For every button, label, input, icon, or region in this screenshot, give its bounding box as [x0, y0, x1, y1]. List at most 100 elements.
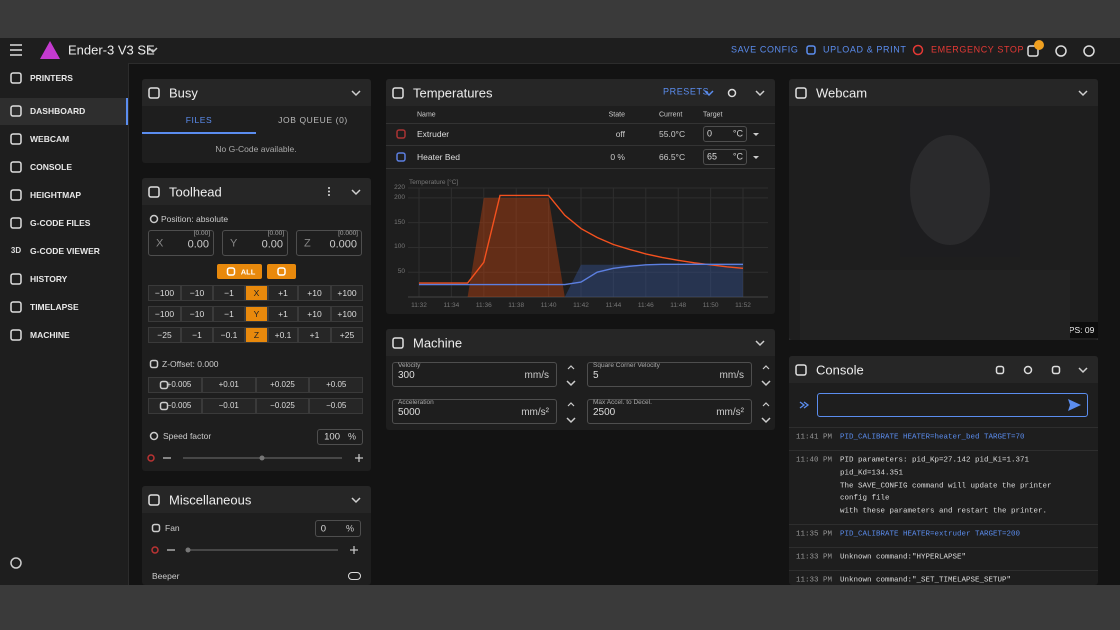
z-button[interactable]	[255, 398, 310, 414]
axis-field[interactable]	[148, 230, 214, 256]
jog-button[interactable]	[181, 285, 213, 301]
console-input[interactable]	[817, 393, 1088, 417]
y-tick-label: 220	[394, 183, 405, 191]
toolhead-card-header	[142, 178, 371, 205]
console-rule	[789, 427, 1098, 428]
speed-input[interactable]	[317, 429, 363, 445]
jog-label: +1	[309, 329, 320, 340]
axis-max: [0.00]	[267, 229, 284, 237]
fan-input[interactable]	[315, 520, 361, 537]
z-button[interactable]	[201, 377, 256, 393]
axis-field[interactable]	[296, 230, 362, 256]
console-line: PID_CALIBRATE HEATER=heater_bed TARGET=7…	[840, 433, 1025, 442]
z-offset: Z-Offset: 0.000	[162, 358, 219, 369]
jog-button[interactable]	[148, 306, 181, 322]
jog-button[interactable]	[268, 327, 298, 343]
y-tick-label: 100	[394, 243, 405, 251]
save-config[interactable]: SAVE CONFIG	[731, 44, 799, 55]
jog-label: −25	[157, 329, 172, 340]
jog-button[interactable]	[298, 306, 331, 322]
machine-field[interactable]	[392, 362, 557, 387]
console-time: 11:33 PM	[796, 553, 833, 562]
machine-field[interactable]	[587, 399, 752, 424]
jog-button[interactable]	[298, 285, 331, 301]
nav-item[interactable]: HISTORY	[30, 273, 68, 284]
jog-button[interactable]	[148, 285, 181, 301]
jog-label: −10	[189, 287, 205, 298]
speed-value: 100	[324, 431, 340, 443]
jog-button[interactable]	[213, 306, 245, 322]
jog-button[interactable]	[245, 306, 268, 322]
jog-button[interactable]	[331, 285, 363, 301]
target-input[interactable]	[703, 126, 747, 142]
target-value: 65	[707, 151, 718, 162]
x-tick-label: 11:50	[702, 301, 719, 309]
jog-button[interactable]	[331, 306, 363, 322]
x-tick-label: 11:38	[508, 301, 525, 309]
emergency-stop[interactable]: EMERGENCY STOP	[931, 44, 1025, 55]
target-value: 0	[707, 128, 713, 139]
jog-label: +10	[307, 287, 322, 298]
nav-item[interactable]: PRINTERS	[30, 72, 73, 83]
upload-print[interactable]: UPLOAD & PRINT	[823, 44, 907, 55]
nav-item[interactable]: WEBCAM	[30, 133, 70, 144]
jog-button[interactable]	[148, 327, 181, 343]
misc-card-header	[142, 486, 371, 513]
field-unit: mm/s	[719, 370, 744, 381]
jog-label: +100	[337, 308, 357, 319]
app-bar	[0, 38, 1120, 64]
console-line: PID parameters: pid_Kp=27.142 pid_Ki=1.3…	[840, 456, 1030, 465]
tab[interactable]: JOB QUEUE (0)	[278, 114, 348, 125]
console-line: with these parameters and restart the pr…	[840, 507, 1048, 516]
z-label: +0.05	[326, 380, 347, 389]
motors-off-button[interactable]	[267, 264, 296, 279]
nav-item[interactable]: G-CODE VIEWER	[30, 245, 100, 256]
axis-field[interactable]	[222, 230, 288, 256]
machine-field[interactable]	[392, 399, 557, 424]
heater-current: 66.5°C	[659, 151, 686, 162]
jog-button[interactable]	[298, 327, 331, 343]
field-label: Acceleration	[398, 398, 434, 406]
console-time: 11:41 PM	[796, 433, 833, 442]
jog-button[interactable]	[268, 285, 298, 301]
machine-field[interactable]	[587, 362, 752, 387]
heater-state: off	[615, 128, 625, 139]
jog-label: −1	[224, 308, 234, 319]
beeper-toggle[interactable]	[348, 572, 361, 580]
jog-button[interactable]	[245, 285, 268, 301]
nav-item[interactable]: CONSOLE	[30, 161, 73, 172]
target-input[interactable]	[703, 149, 747, 165]
nav-item[interactable]: MACHINE	[30, 329, 70, 340]
nav-item[interactable]: TIMELAPSE	[30, 301, 79, 312]
jog-button[interactable]	[331, 327, 363, 343]
jog-button[interactable]	[181, 327, 213, 343]
z-button[interactable]	[255, 377, 310, 393]
jog-label: −1	[224, 287, 234, 298]
jog-button[interactable]	[181, 306, 213, 322]
nav-item[interactable]: G-CODE FILES	[30, 217, 91, 228]
axis-label: Z	[304, 237, 311, 250]
z-button[interactable]	[309, 398, 363, 414]
console-line: PID_CALIBRATE HEATER=extruder TARGET=200	[840, 530, 1021, 539]
heater-state: 0 %	[610, 151, 625, 162]
presets[interactable]: PRESETS	[663, 86, 710, 97]
jog-button[interactable]	[245, 327, 268, 343]
card-title: Busy	[169, 85, 198, 101]
nav-item[interactable]: HEIGHTMAP	[30, 189, 81, 200]
tab[interactable]: FILES	[185, 114, 213, 125]
nav-item[interactable]: DASHBOARD	[30, 105, 86, 116]
console-time: 11:40 PM	[796, 456, 833, 465]
axis-value: 0.00	[261, 238, 283, 251]
printer-name[interactable]: Ender-3 V3 SE	[68, 42, 155, 58]
z-label: −0.005	[166, 401, 192, 410]
field-unit: mm/s²	[716, 407, 744, 418]
card-title: Miscellaneous	[169, 492, 252, 508]
jog-button[interactable]	[213, 327, 245, 343]
beeper-label: Beeper	[152, 570, 180, 581]
z-button[interactable]	[309, 377, 363, 393]
jog-button[interactable]	[213, 285, 245, 301]
card-title: Webcam	[816, 85, 868, 101]
z-button[interactable]	[201, 398, 256, 414]
field-value: 2500	[593, 407, 616, 418]
jog-button[interactable]	[268, 306, 298, 322]
